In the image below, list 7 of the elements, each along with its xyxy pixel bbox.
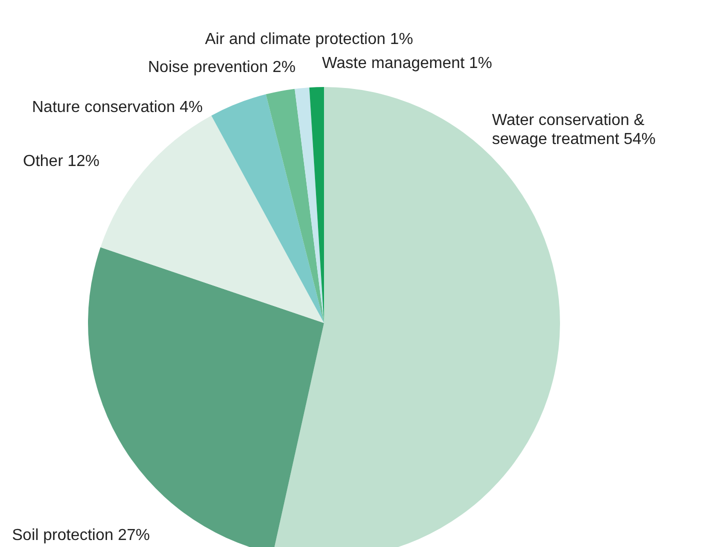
slice-label: Other 12%	[23, 153, 100, 170]
slice-label: Noise prevention 2%	[148, 59, 296, 76]
slice-label: Air and climate protection 1%	[205, 31, 414, 48]
slice-label: Water conservation & sewage treatment 54%	[492, 112, 656, 148]
slice-label: Nature conservation 4%	[32, 99, 203, 116]
slice-label: Soil protection 27%	[12, 527, 150, 544]
slice-label: Waste management 1%	[322, 55, 492, 72]
